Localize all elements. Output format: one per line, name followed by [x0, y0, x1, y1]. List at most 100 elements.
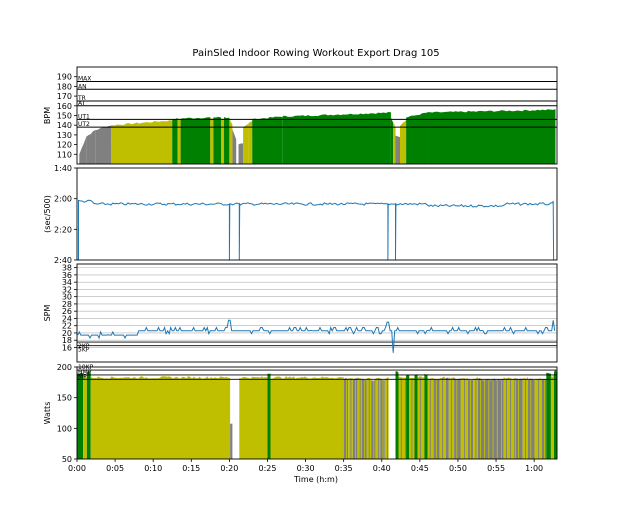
- pace-line-series: [78, 199, 555, 261]
- spm-y-tick-label: 38: [62, 264, 72, 273]
- spm-y-tick-label: 18: [62, 336, 72, 345]
- watts-segment: [270, 376, 344, 459]
- hr-zone-label: AT: [78, 100, 86, 107]
- watts-segment: [454, 377, 462, 459]
- hr-area-segment: [406, 112, 428, 164]
- watts-stripe: [359, 378, 361, 459]
- hr-y-tick-label: 110: [57, 150, 72, 159]
- watts-stripe: [525, 378, 526, 459]
- watts-stripe: [429, 378, 431, 459]
- spm-y-tick-label: 24: [62, 314, 72, 323]
- hr-y-tick-label: 160: [57, 102, 72, 111]
- hr-y-tick-label: 130: [57, 131, 72, 140]
- x-tick-label: 0:35: [335, 464, 353, 473]
- hr-area-segment: [390, 117, 394, 164]
- hr-y-tick-label: 120: [57, 141, 72, 150]
- hr-area-segment: [210, 117, 214, 164]
- hr-area-segment: [427, 109, 556, 164]
- watts-stripe: [470, 379, 471, 459]
- watts-segment: [395, 371, 399, 459]
- watts-segment: [90, 376, 231, 459]
- watts-stripe: [492, 379, 494, 459]
- watts-stripe: [506, 378, 507, 459]
- x-tick-label: 0:55: [487, 464, 505, 473]
- watts-zone-label: HMP: [78, 369, 92, 376]
- hr-panel-frame: [76, 66, 558, 165]
- watts-segment: [528, 378, 536, 459]
- pace-y-axis-label: (sec/500): [43, 195, 52, 233]
- hr-zone-label: AN: [78, 83, 87, 90]
- watts-stripe: [451, 378, 452, 459]
- spm-panel-frame: [76, 263, 558, 363]
- watts-stripe: [488, 379, 490, 459]
- hr-y-axis-label: BPM: [43, 107, 52, 124]
- watts-y-tick-label: 100: [57, 424, 72, 433]
- spm-y-tick-label: 34: [62, 278, 72, 287]
- spm-y-tick-label: 28: [62, 300, 72, 309]
- hr-zone-label: UT2: [78, 121, 90, 128]
- watts-stripe: [346, 379, 347, 459]
- hr-y-tick-label: 170: [57, 92, 72, 101]
- hr-area-segment: [224, 117, 230, 164]
- watts-segment: [477, 378, 504, 459]
- watts-y-axis-label: Watts: [43, 402, 52, 425]
- watts-stripe: [456, 379, 458, 459]
- watts-segment: [239, 376, 268, 459]
- spm-zone-label: 5KP: [78, 347, 90, 354]
- watts-segment: [414, 374, 418, 459]
- spm-y-tick-label: 36: [62, 271, 72, 280]
- hr-area-segment: [177, 118, 181, 164]
- watts-stripe: [460, 379, 462, 459]
- watts-stripe: [475, 378, 477, 459]
- watts-stripe: [534, 379, 536, 459]
- hr-area-segment: [252, 116, 283, 164]
- hr-area-segment: [395, 135, 401, 164]
- watts-stripe: [355, 379, 356, 459]
- watts-zone-label: MP: [78, 373, 87, 380]
- hr-area-segment: [111, 120, 173, 164]
- watts-stripe: [387, 378, 388, 459]
- hr-area-segment: [86, 129, 96, 164]
- x-tick-label: 0:05: [106, 464, 124, 473]
- x-tick-label: 0:10: [144, 464, 162, 473]
- x-tick-label: 0:15: [182, 464, 200, 473]
- watts-segment: [424, 373, 428, 459]
- watts-segment: [398, 376, 407, 459]
- watts-segment: [86, 371, 91, 459]
- watts-zone-label: 10KP: [78, 364, 94, 371]
- chart-title: PainSled Indoor Rowing Workout Export Dr…: [192, 48, 439, 59]
- watts-segment: [230, 423, 233, 459]
- spm-y-tick-label: 32: [62, 285, 72, 294]
- watts-bar-series: [77, 370, 557, 459]
- hr-area-segment: [221, 118, 225, 164]
- pace-y-tick-label: 2:00: [54, 195, 72, 204]
- watts-segment: [445, 377, 449, 459]
- watts-y-tick-label: 150: [57, 394, 72, 403]
- watts-segment: [550, 375, 554, 459]
- hr-area-segment: [243, 123, 249, 164]
- x-axis-label: Time (h:m): [293, 475, 338, 484]
- hr-zone-label: UT1: [78, 113, 90, 120]
- watts-stripe: [378, 378, 379, 459]
- x-tick-label: 0:45: [411, 464, 429, 473]
- hr-zone-label: TR: [77, 95, 86, 102]
- watts-segment: [352, 378, 358, 459]
- watts-segment: [503, 377, 516, 459]
- watts-segment: [417, 376, 425, 459]
- watts-stripe: [480, 379, 481, 459]
- watts-segment: [546, 372, 551, 459]
- watts-segment: [343, 377, 349, 459]
- watts-stripe: [350, 378, 352, 459]
- x-tick-label: 0:00: [68, 464, 86, 473]
- watts-stripe: [400, 378, 402, 459]
- hr-area-segment: [400, 120, 407, 164]
- watts-stripe: [464, 378, 465, 459]
- hr-y-tick-label: 140: [57, 121, 72, 130]
- spm-y-tick-label: 30: [62, 293, 72, 302]
- hr-area-segment: [393, 122, 396, 164]
- hr-area-segment: [232, 129, 237, 164]
- watts-stripe: [496, 379, 498, 459]
- hr-zone-label: MAX: [78, 76, 91, 83]
- watts-segment: [554, 370, 557, 459]
- watts-segment: [375, 377, 381, 459]
